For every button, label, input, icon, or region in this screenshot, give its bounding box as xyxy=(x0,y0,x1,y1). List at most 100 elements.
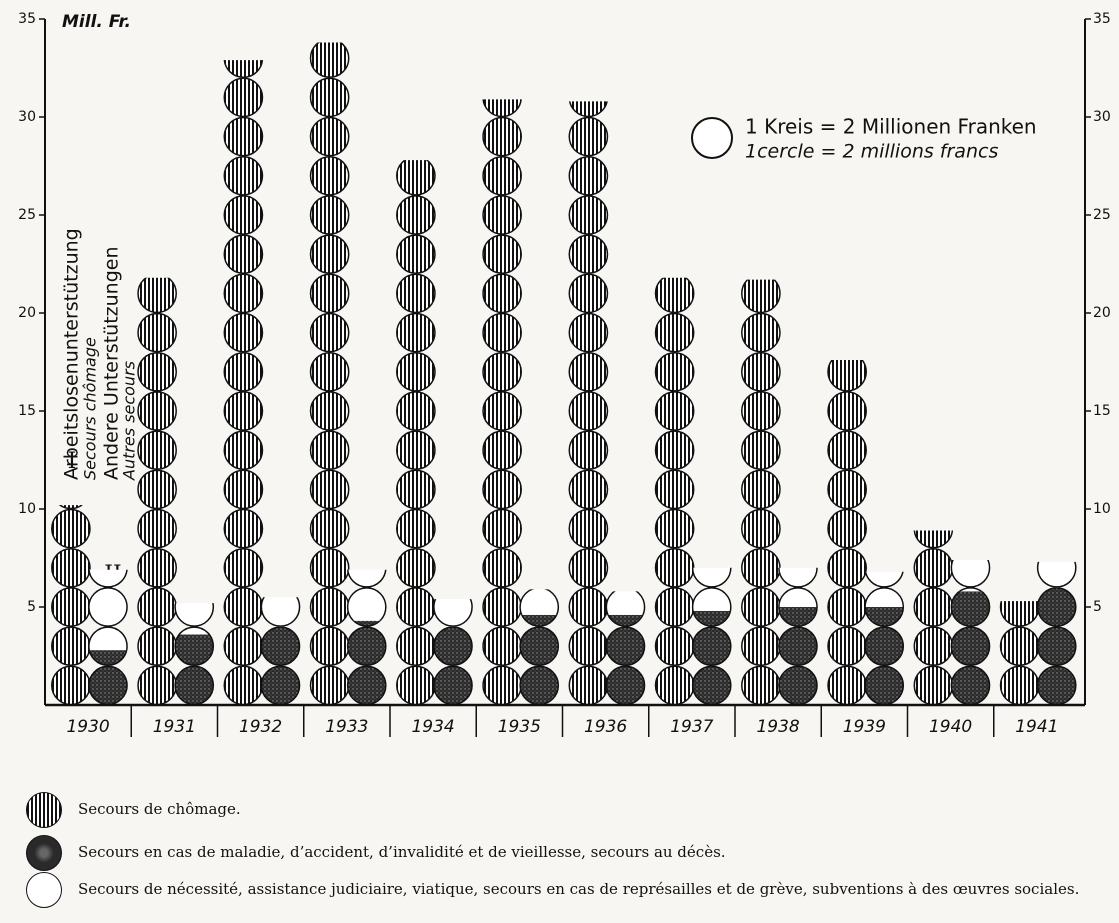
symbol xyxy=(913,626,954,667)
symbol xyxy=(568,351,609,392)
symbol xyxy=(309,351,350,392)
legend-icon xyxy=(26,835,62,871)
symbol xyxy=(396,469,436,510)
symbol xyxy=(692,610,732,627)
symbol xyxy=(999,665,1040,705)
pictogram-segment xyxy=(827,360,867,705)
symbol xyxy=(568,273,609,314)
symbol xyxy=(654,430,695,471)
annotation: Secours chômage xyxy=(81,337,100,480)
symbol xyxy=(482,547,522,588)
symbol xyxy=(913,530,954,549)
symbol xyxy=(223,587,264,627)
key-text: 1 Kreis = 2 Millionen Franken xyxy=(745,115,1037,139)
symbol xyxy=(913,547,954,588)
symbol xyxy=(396,626,436,667)
symbol xyxy=(482,665,522,706)
symbol xyxy=(174,603,215,627)
symbol xyxy=(827,508,867,549)
pictogram-segment xyxy=(88,650,128,705)
pictogram-segment xyxy=(1036,561,1077,588)
symbol xyxy=(913,587,954,627)
symbol xyxy=(396,195,436,235)
symbol xyxy=(482,312,522,353)
symbol xyxy=(654,312,695,353)
symbol xyxy=(223,547,264,588)
symbol xyxy=(827,626,867,667)
symbol xyxy=(396,665,436,705)
symbol xyxy=(88,569,128,588)
symbol xyxy=(137,312,177,353)
symbol xyxy=(654,587,695,627)
symbol xyxy=(568,101,608,118)
legend-entry: Secours en cas de maladie, d’accident, d… xyxy=(78,843,726,861)
symbol xyxy=(654,508,695,549)
symbol xyxy=(999,626,1040,667)
symbol xyxy=(605,626,646,667)
y2-tick-label: 5 xyxy=(1093,599,1102,615)
y-tick-label: 15 xyxy=(18,403,36,419)
symbol xyxy=(482,234,522,275)
symbol xyxy=(51,547,91,588)
symbol xyxy=(260,597,301,627)
symbol xyxy=(396,547,436,588)
symbol xyxy=(346,665,387,705)
annotation: Andere Unterstützungen xyxy=(101,246,123,480)
symbol xyxy=(309,665,350,705)
symbol xyxy=(568,195,609,235)
symbol xyxy=(223,234,264,275)
symbol xyxy=(741,312,781,353)
symbol xyxy=(396,351,436,392)
symbol xyxy=(346,626,387,667)
symbol xyxy=(778,567,818,588)
symbol xyxy=(741,279,781,314)
symbol xyxy=(691,587,732,611)
pictogram-segment xyxy=(999,601,1040,705)
symbol xyxy=(309,273,350,314)
pictogram-segment xyxy=(482,99,522,706)
symbol xyxy=(568,587,609,627)
symbol xyxy=(137,626,177,667)
symbol xyxy=(482,508,522,549)
pictogram-segment xyxy=(950,591,991,706)
y2-tick-label: 35 xyxy=(1093,11,1111,27)
pictogram-segment xyxy=(260,597,301,627)
y-tick-label: 25 xyxy=(18,207,36,223)
pictogram-segment xyxy=(778,567,818,607)
pictogram-segment xyxy=(223,60,264,706)
symbol xyxy=(309,587,350,627)
symbol xyxy=(137,351,177,392)
y-tick-label: 20 xyxy=(18,305,36,321)
y-tick-label: 35 xyxy=(18,11,36,27)
symbol xyxy=(309,42,350,79)
symbol xyxy=(346,569,387,588)
pictogram-segment xyxy=(260,626,301,705)
symbol xyxy=(396,508,436,549)
symbol xyxy=(568,508,609,549)
x-tick-label: 1935 xyxy=(498,717,541,737)
symbol xyxy=(778,626,818,667)
pictogram-segment xyxy=(346,569,387,621)
symbol xyxy=(1036,665,1077,706)
symbol xyxy=(309,77,350,118)
symbol xyxy=(309,547,350,588)
symbol xyxy=(827,391,867,431)
symbol xyxy=(51,587,91,627)
symbol xyxy=(1036,561,1077,588)
symbol xyxy=(568,665,609,705)
symbol xyxy=(309,195,350,235)
symbol xyxy=(520,614,558,627)
symbol xyxy=(174,634,215,667)
symbol xyxy=(396,391,436,431)
symbol xyxy=(827,547,867,588)
symbol xyxy=(223,351,264,392)
pictogram-segment xyxy=(778,607,818,705)
symbol xyxy=(654,626,695,667)
symbol xyxy=(223,77,264,118)
symbol xyxy=(309,116,350,157)
symbol xyxy=(51,665,91,705)
x-tick-label: 1933 xyxy=(325,717,368,737)
symbol xyxy=(864,665,905,705)
symbol xyxy=(913,665,954,705)
symbol xyxy=(741,469,781,510)
